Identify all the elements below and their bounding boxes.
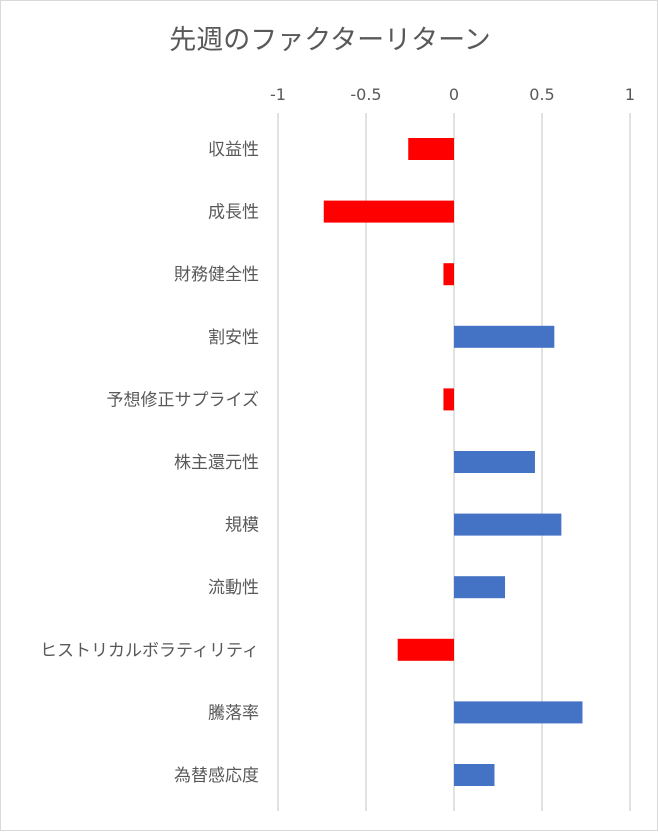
bar — [323, 200, 454, 223]
x-tick-label: -1 — [270, 85, 286, 104]
category-label: 株主還元性 — [174, 453, 259, 473]
bar — [397, 638, 454, 661]
category-labels: 収益性成長性財務健全性割安性予想修正サプライズ株主還元性規模流動性ヒストリカルボ… — [40, 140, 259, 786]
category-label: 規模 — [225, 516, 259, 536]
category-label: 流動性 — [208, 578, 259, 598]
category-label: 予想修正サプライズ — [107, 390, 260, 410]
bar — [454, 764, 495, 786]
x-tick-label: -0.5 — [350, 85, 381, 104]
category-label: 収益性 — [208, 140, 259, 160]
category-label: 割安性 — [208, 328, 259, 348]
x-tick-label: 0.5 — [529, 85, 554, 104]
category-label: ヒストリカルボラティリティ — [40, 641, 259, 661]
bar — [454, 701, 583, 724]
x-axis-tick-labels: -1 -0.5 0 0.5 1 — [270, 85, 635, 104]
bar — [443, 388, 454, 411]
chart-title: 先週のファクターリターン — [169, 25, 491, 56]
x-tick-label: 0 — [449, 85, 459, 104]
bar — [408, 138, 454, 160]
bar — [454, 451, 535, 473]
x-tick-label: 1 — [625, 85, 635, 104]
category-label: 成長性 — [208, 203, 259, 223]
bar — [454, 513, 562, 536]
category-label: 騰落率 — [208, 703, 259, 723]
category-label: 財務健全性 — [174, 265, 259, 285]
bar — [443, 263, 454, 286]
bars — [323, 138, 583, 786]
bar — [454, 576, 506, 599]
bar — [454, 325, 555, 348]
category-label: 為替感応度 — [174, 766, 259, 786]
